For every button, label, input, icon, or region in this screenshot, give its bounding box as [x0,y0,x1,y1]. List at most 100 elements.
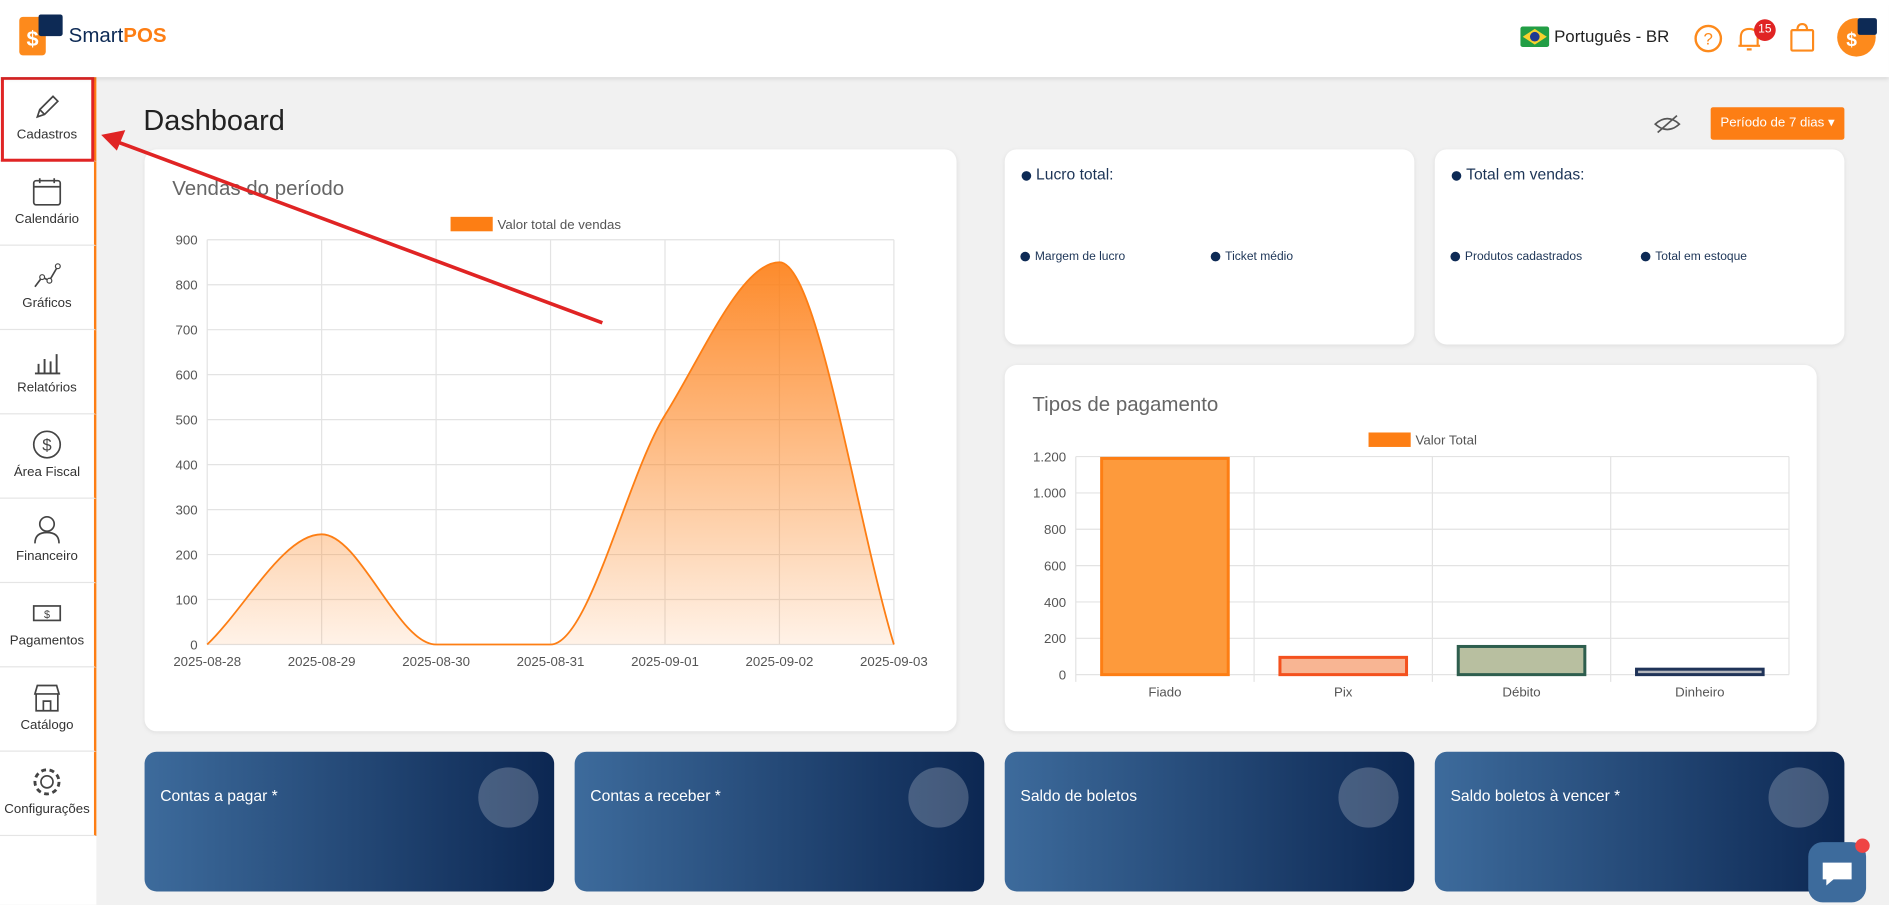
flag[interactable] [1520,26,1550,47]
y-tick-label: 200 [175,547,197,562]
nav-icon [32,178,62,206]
logo-icon[interactable]: $ [17,14,65,57]
nav-item[interactable]: Gráficos [0,245,97,331]
bar [1100,456,1230,677]
y-tick-label: 400 [175,457,197,472]
y-tick-label: 0 [190,637,197,652]
nav-item[interactable]: Relatórios [0,330,97,415]
stat-title: Lucro total: [1021,165,1114,184]
y-tick-label: 500 [175,412,197,427]
y-tick-label: 600 [175,367,197,382]
stat-item: Produtos cadastrados [1450,251,1582,264]
x-tick-label: 2025-09-01 [631,654,699,669]
nav-label: Gráficos [22,296,72,311]
stat-item-text: Margem de lucro [1034,250,1126,264]
summary-icon [1768,767,1829,828]
y-tick-label: 800 [175,278,197,293]
nav-icon [34,263,61,288]
logo-text: Smart [68,24,124,47]
notification-badge: 15 [1754,19,1776,41]
sales-chart-card: Vendas do período 0 100 200 300 400 500 600 700 8… [144,149,957,732]
area [207,262,894,645]
y-tick-label: 100 [175,592,197,607]
stat-title: Total em vendas: [1451,165,1585,184]
nav-item[interactable]: Calendário [0,161,97,246]
x-tick-label: 2025-08-29 [288,654,356,669]
bar [1635,667,1765,677]
chat-button[interactable] [1805,836,1875,905]
y-tick-label: 1.000 [1033,486,1066,501]
arrow-head [101,130,126,151]
y-tick-label: 1.200 [1033,449,1066,464]
nav-item[interactable]: Financeiro [0,498,97,584]
x-tick-label: 2025-09-03 [860,654,928,669]
nav-item[interactable]: Cadastros [0,77,97,162]
language[interactable]: Português - BR [1554,26,1670,46]
summary-card[interactable]: Saldo de boletos [1004,751,1415,892]
x-tick-label: Fiado [1148,684,1181,699]
nav-label: Área Fiscal [13,465,81,480]
legend-swatch [1368,432,1411,447]
stat-item: Total em estoque [1640,250,1748,264]
nav-icon: $ [32,605,62,622]
y-tick-label: 800 [1044,522,1066,537]
stat-item-text: Total em estoque [1655,250,1748,264]
svg-text:$: $ [42,436,52,455]
y-tick-label: 600 [1044,558,1066,573]
nav-label: Financeiro [16,549,78,564]
summary-title: Contas a pagar * [160,786,278,805]
chart-title: Tipos de pagamento [1032,393,1218,416]
avatar[interactable]: $ [1836,17,1879,58]
logo-accent: POS [123,24,167,47]
sidebar: Cadastros Calendário Gráficos Relatórios… [0,77,97,905]
period-button[interactable]: Período de 7 dias ▾ [1710,107,1845,140]
y-tick-label: 400 [1044,595,1066,610]
hide-values-icon[interactable] [1653,113,1682,135]
header: $ SmartPOS Português - BR ? 15 $ [0,0,1889,78]
x-tick-label: 2025-08-28 [173,654,241,669]
payment-chart-card: Tipos de pagamento 0 200 400 600 800 1.000 1.20… [1004,365,1817,732]
stat-item-text: Produtos cadastrados [1464,250,1583,264]
summary-title: Saldo de boletos [1020,786,1138,805]
svg-text:$: $ [44,609,50,621]
summary-icon [1338,767,1399,828]
stat-title-text: Total em vendas: [1466,165,1585,184]
x-tick-label: Débito [1502,684,1540,699]
summary-icon [908,767,969,828]
nav-item[interactable]: $ Área Fiscal [0,414,97,499]
summary-icon [478,767,539,828]
nav-item[interactable]: Configurações [0,751,97,837]
nav-label: Relatórios [17,380,77,396]
legend-label: Valor Total [1416,433,1477,448]
nav-icon [33,684,61,712]
logo[interactable]: SmartPOS [69,24,167,48]
nav-icon: $ [32,430,62,459]
sales-card: Total em vendas: Produtos cadastrados To… [1434,149,1845,345]
chart: Vendas do período 0 100 200 300 400 500 600 700 8… [172,177,928,669]
profit-card: Lucro total: Margem de lucro Ticket médi… [1004,149,1415,345]
summary-card[interactable]: Contas a pagar * [144,751,555,892]
summary-card[interactable]: Contas a receber * [574,751,985,892]
legend-swatch [450,216,493,232]
stat-item: Ticket médio [1210,251,1293,264]
help-icon[interactable]: ? [1694,24,1723,53]
x-tick-label: 2025-08-31 [517,654,585,669]
nav-label: Pagamentos [9,633,85,649]
legend-label: Valor total de vendas [498,217,622,232]
x-tick-label: 2025-09-02 [746,654,814,669]
summary-title: Saldo boletos à vencer * [1450,786,1621,805]
x-tick-label: 2025-08-30 [402,654,470,669]
stat-item: Margem de lucro [1020,251,1125,264]
x-tick-label: Pix [1334,684,1353,699]
nav-label: Configurações [4,802,90,817]
nav-item[interactable]: $ Pagamentos [0,583,97,668]
bag-icon[interactable] [1788,22,1817,53]
summary-card[interactable]: Saldo boletos à vencer * [1434,751,1845,892]
nav-icon [36,95,60,119]
period-label: Período de 7 dias [1720,115,1825,131]
chart: Tipos de pagamento 0 200 400 600 800 1.000 1.20… [1032,393,1790,699]
nav-item[interactable]: Catálogo [0,667,97,752]
nav-label: Catálogo [20,718,74,733]
stat-title-text: Lucro total: [1036,165,1114,184]
